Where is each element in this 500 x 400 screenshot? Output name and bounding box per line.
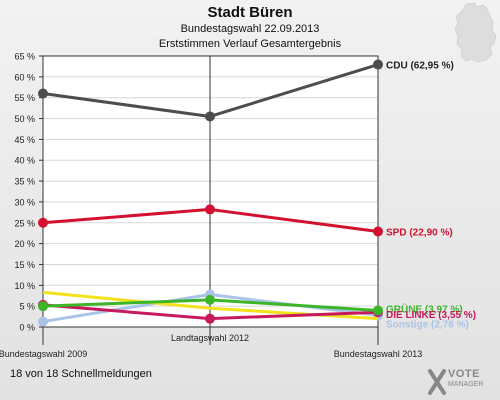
y-tick-label: 50 % [14, 114, 35, 124]
data-point-grüne [205, 294, 215, 305]
data-point-cdu [373, 59, 383, 70]
y-tick-label: 10 % [14, 281, 35, 291]
y-tick-label: 25 % [14, 218, 35, 228]
data-point-spd [205, 204, 215, 215]
y-tick-label: 20 % [14, 239, 35, 249]
y-tick-label: 65 % [14, 52, 35, 62]
y-tick-label: 0 % [19, 323, 35, 333]
y-tick-label: 35 % [14, 177, 35, 187]
data-point-spd [373, 226, 383, 237]
data-point-spd [38, 217, 48, 228]
plot-border [42, 55, 379, 328]
logo-line2: MANAGER [448, 381, 484, 388]
germany-map-icon [454, 2, 497, 63]
data-point-grüne [38, 301, 48, 312]
data-point-cdu [205, 111, 215, 122]
series-end-label: Sonstige (2,78 %) [386, 319, 469, 330]
vote-x-icon [428, 369, 446, 395]
x-tick-label: Bundestagswahl 2009 [0, 349, 87, 359]
y-tick-label: 45 % [14, 135, 35, 145]
chart-subtitle-2: Erststimmen Verlauf Gesamtergebnis [158, 38, 342, 50]
series-end-label: CDU (62,95 %) [386, 61, 454, 72]
data-point-grüne [373, 305, 383, 316]
y-tick-label: 30 % [14, 197, 35, 207]
y-tick-label: 55 % [14, 93, 35, 103]
y-tick-label: 5 % [19, 302, 35, 312]
series-end-label: SPD (22,90 %) [386, 228, 453, 239]
chart-title: Stadt Büren [207, 4, 293, 21]
y-tick-label: 60 % [14, 72, 35, 82]
y-tick-label: 15 % [14, 260, 35, 270]
chart-subtitle: Bundestagswahl 22.09.2013 [180, 23, 320, 35]
logo-line1: VOTE [448, 368, 480, 380]
reporting-status: 18 von 18 Schnellmeldungen [10, 368, 152, 380]
data-point-cdu [38, 88, 48, 99]
series-end-label: GRÜNE (3,97 %) [386, 302, 463, 315]
data-point-die-linke [205, 313, 215, 324]
vote-manager-logo: VOTE MANAGER [428, 366, 500, 398]
x-tick-label: Bundestagswahl 2013 [334, 349, 423, 359]
series-end-label: DIE LINKE (3,55 %) [386, 310, 476, 321]
data-point-sonstige [38, 316, 48, 327]
x-tick-label: Landtagswahl 2012 [171, 333, 249, 343]
y-tick-label: 40 % [14, 156, 35, 166]
